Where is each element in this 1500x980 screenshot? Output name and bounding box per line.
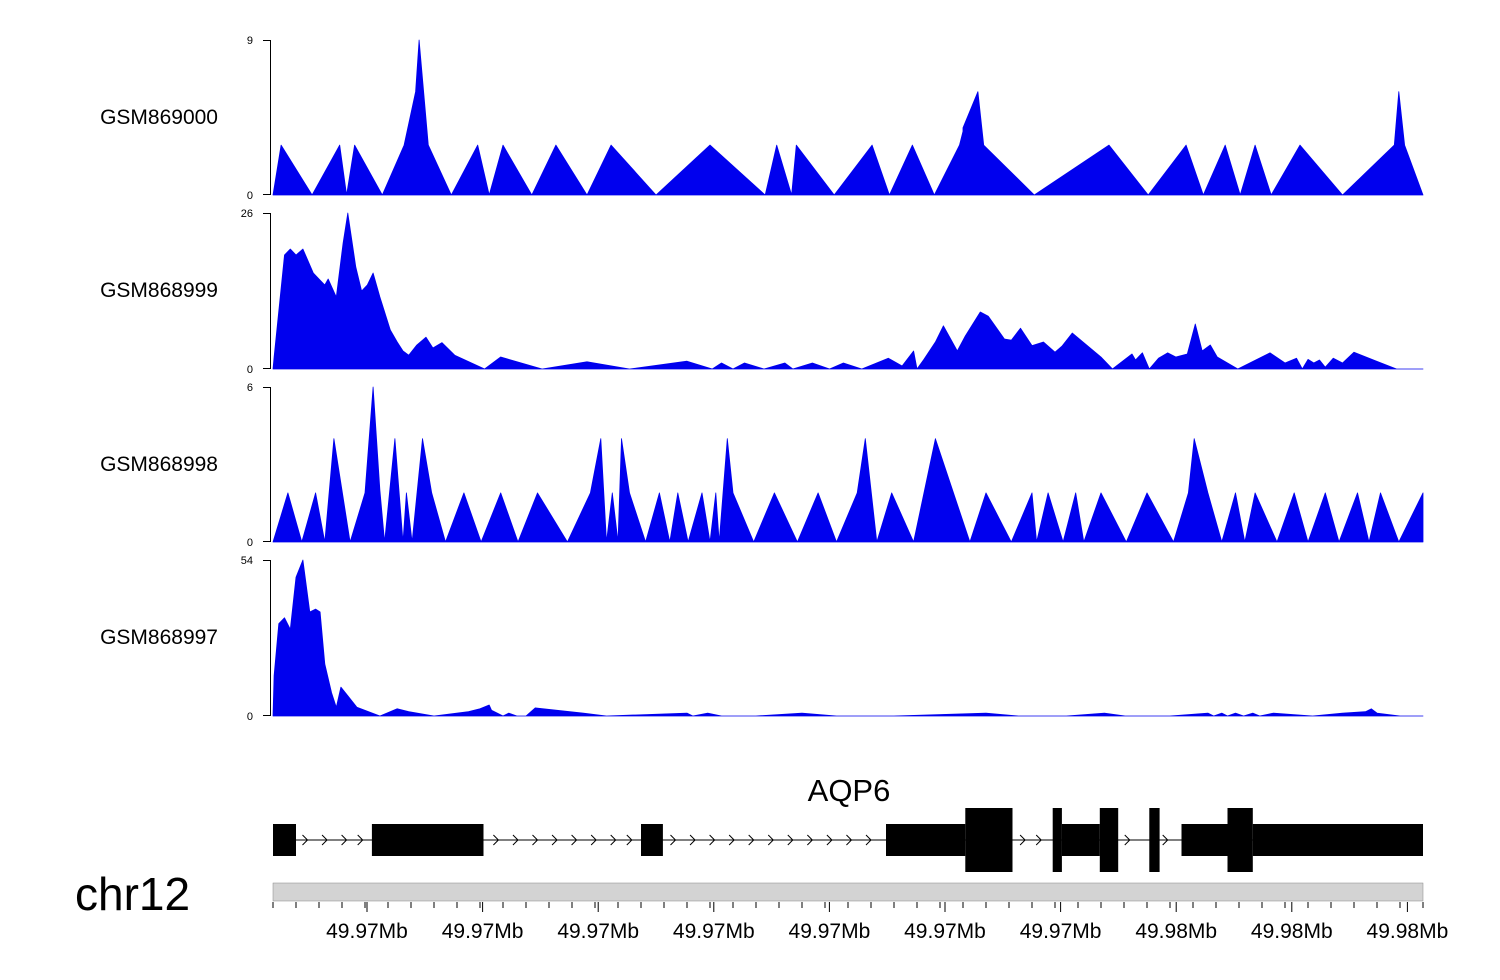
strand-arrow bbox=[493, 834, 500, 846]
y-tick-label-min: 0 bbox=[247, 711, 253, 723]
strand-arrow bbox=[512, 834, 519, 846]
strand-arrow bbox=[571, 834, 578, 846]
x-tick-label: 49.98Mb bbox=[1367, 920, 1449, 943]
y-tick-label-max: 9 bbox=[247, 35, 253, 47]
x-tick-label: 49.97Mb bbox=[673, 920, 755, 943]
x-tick-label: 49.97Mb bbox=[1020, 920, 1102, 943]
x-tick-label: 49.98Mb bbox=[1251, 920, 1333, 943]
strand-arrow bbox=[846, 834, 853, 846]
y-tick-label-min: 0 bbox=[247, 190, 253, 202]
track-gsm869000: GSM869000 9 0 bbox=[100, 35, 1424, 202]
exon-block bbox=[1052, 808, 1062, 872]
strand-arrow bbox=[610, 834, 617, 846]
y-tick-label-min: 0 bbox=[247, 537, 253, 549]
strand-arrow bbox=[670, 834, 677, 846]
exon-block bbox=[1099, 808, 1119, 872]
track-label: GSM868997 bbox=[100, 626, 218, 649]
x-tick-label: 49.97Mb bbox=[904, 920, 986, 943]
chromosome-band bbox=[272, 882, 1424, 902]
exon-block bbox=[273, 824, 296, 856]
chromosome-label: chr12 bbox=[75, 868, 190, 920]
strand-arrow bbox=[1124, 834, 1131, 846]
y-tick-label-max: 6 bbox=[247, 382, 253, 394]
strand-arrow bbox=[551, 834, 558, 846]
track-gsm868999: GSM868999 26 0 bbox=[100, 208, 1424, 376]
exon-block bbox=[641, 824, 663, 856]
strand-arrow bbox=[321, 834, 328, 846]
track-gsm868997: GSM868997 54 0 bbox=[100, 555, 1424, 723]
strand-arrow bbox=[728, 834, 735, 846]
exon-block bbox=[1181, 824, 1228, 856]
strand-arrow bbox=[302, 834, 309, 846]
x-tick-label: 49.97Mb bbox=[442, 920, 524, 943]
strand-arrow bbox=[626, 834, 633, 846]
strand-arrow bbox=[709, 834, 716, 846]
strand-arrow bbox=[357, 834, 364, 846]
strand-arrow bbox=[748, 834, 755, 846]
coverage-area bbox=[272, 559, 1424, 717]
exon-block bbox=[1252, 824, 1423, 856]
track-label: GSM869000 bbox=[100, 106, 218, 129]
exon-block bbox=[371, 824, 484, 856]
x-tick-label: 49.97Mb bbox=[789, 920, 871, 943]
coverage-tracks: GSM86900090GSM868999260GSM86899860GSM868… bbox=[100, 35, 1424, 723]
x-tick-label: 49.97Mb bbox=[557, 920, 639, 943]
strand-arrow bbox=[767, 834, 774, 846]
track-label: GSM868998 bbox=[100, 453, 218, 476]
y-tick-label-min: 0 bbox=[247, 364, 253, 376]
strand-arrow bbox=[806, 834, 814, 846]
gene-label: AQP6 bbox=[808, 773, 891, 808]
genome-axis: chr12 49.97Mb 49.97Mb 49.97Mb 49.97Mb 49.97M… bbox=[75, 868, 1448, 943]
strand-arrow bbox=[1019, 834, 1026, 846]
exon-block bbox=[1061, 824, 1100, 856]
strand-arrow bbox=[590, 834, 597, 846]
coverage-area bbox=[272, 212, 1424, 370]
x-tick-label: 49.97Mb bbox=[326, 920, 408, 943]
gene-model: AQP6 bbox=[273, 773, 1423, 872]
coverage-area bbox=[272, 39, 1424, 196]
strand-arrow bbox=[787, 834, 794, 846]
strand-arrow bbox=[865, 834, 872, 846]
exon-block bbox=[965, 808, 1013, 872]
strand-arrow bbox=[826, 834, 833, 846]
strand-arrow bbox=[1162, 834, 1169, 846]
track-gsm868998: GSM868998 6 0 bbox=[100, 382, 1424, 549]
strand-arrow bbox=[1035, 834, 1042, 846]
exon-block bbox=[1149, 808, 1160, 872]
strand-arrow bbox=[532, 834, 539, 846]
y-tick-label-max: 54 bbox=[241, 555, 253, 567]
coverage-area bbox=[272, 386, 1424, 543]
track-label: GSM868999 bbox=[100, 279, 218, 302]
exon-block bbox=[1227, 808, 1253, 872]
strand-arrow bbox=[341, 834, 348, 846]
y-tick-label-max: 26 bbox=[241, 208, 253, 220]
exon-block bbox=[886, 824, 966, 856]
x-tick-label: 49.98Mb bbox=[1135, 920, 1217, 943]
strand-arrow bbox=[689, 834, 696, 846]
